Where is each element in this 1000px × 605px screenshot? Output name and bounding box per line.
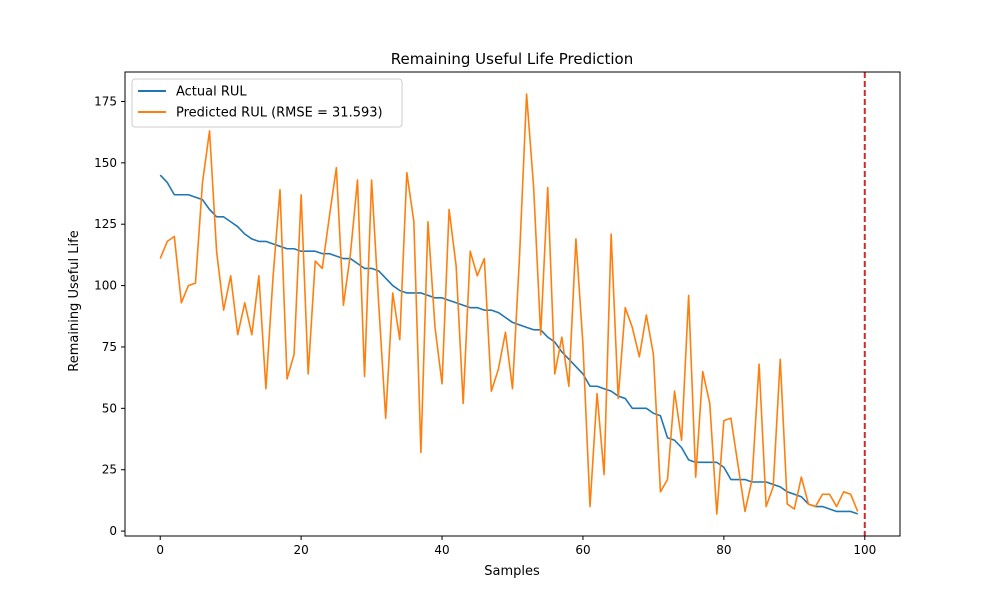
x-tick-label: 60	[575, 543, 590, 557]
legend-label: Predicted RUL (RMSE = 31.593)	[176, 106, 383, 121]
y-tick-label: 50	[102, 401, 117, 415]
legend-box	[131, 78, 403, 128]
y-tick-label: 125	[94, 217, 117, 231]
y-tick-label: 175	[94, 94, 117, 108]
series-line-predicted	[159, 93, 859, 515]
y-tick-label: 0	[109, 524, 117, 538]
chart-title: Remaining Useful Life Prediction	[391, 50, 633, 68]
x-tick-label: 20	[293, 543, 308, 557]
x-tick-label: 40	[434, 543, 449, 557]
y-axis-label: Remaining Useful Life	[67, 230, 82, 371]
x-tick-label: 80	[716, 543, 731, 557]
y-tick-label: 150	[94, 156, 117, 170]
plot-frame	[124, 71, 901, 537]
y-tick-label: 75	[102, 340, 117, 354]
x-tick-label: 0	[156, 543, 164, 557]
legend: Actual RUL Predicted RUL (RMSE = 31.593)	[131, 78, 403, 128]
legend-label: Actual RUL	[176, 85, 247, 100]
series-line-actual	[159, 174, 858, 515]
x-tick-label: 100	[853, 543, 876, 557]
x-axis-label: Samples	[484, 564, 540, 579]
plot-area: 0 20 40 60 80 100 0 25 50 75 100 125 150 175	[94, 71, 901, 557]
y-tick-label: 25	[102, 463, 117, 477]
y-tick-label: 100	[94, 279, 117, 293]
